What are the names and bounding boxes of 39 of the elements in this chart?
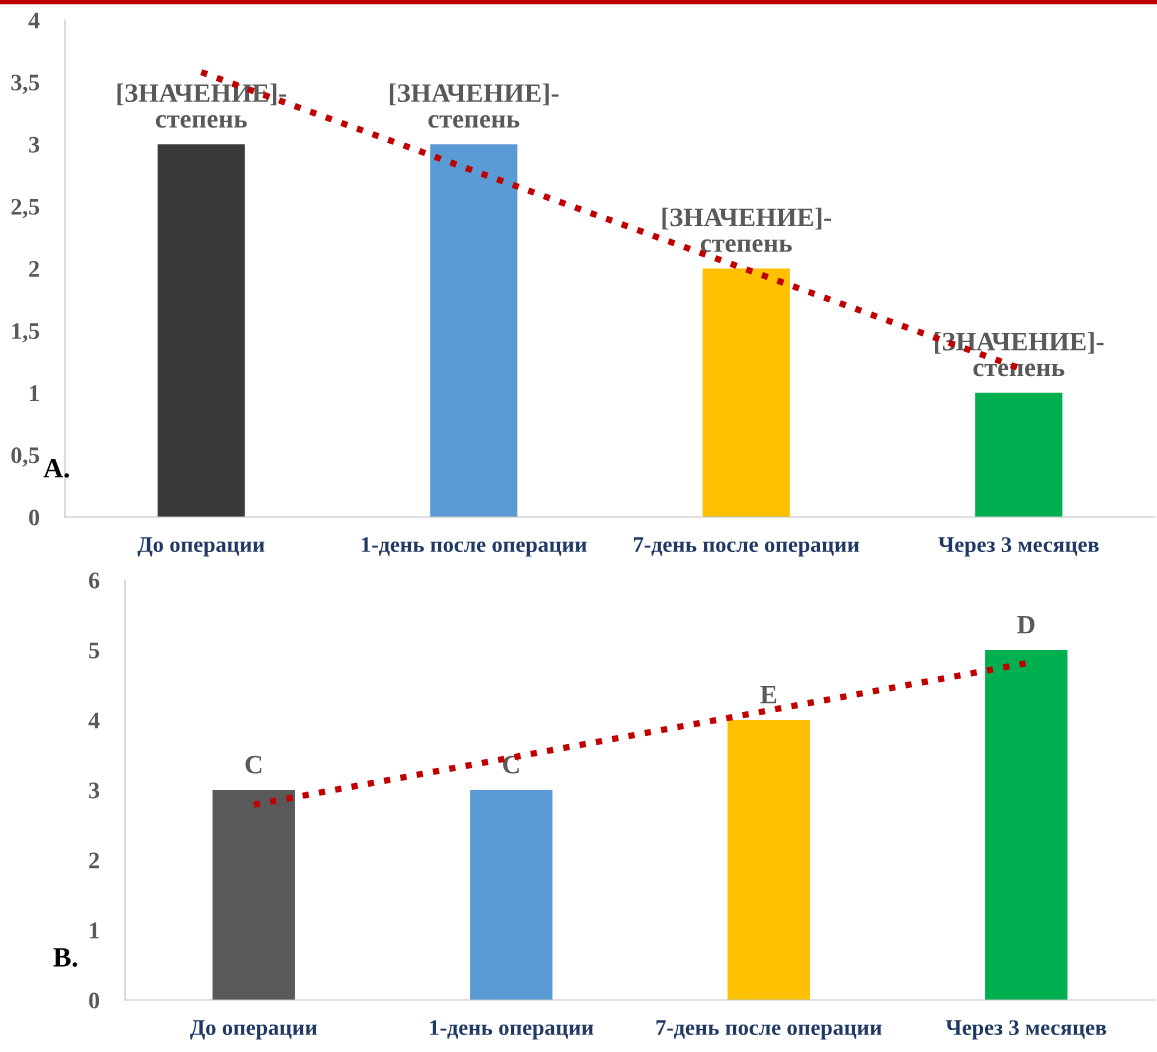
y-tick-label: 2 [89, 852, 99, 869]
bar [985, 650, 1068, 1000]
data-label: E [760, 685, 777, 704]
y-tick-label: 0 [89, 992, 100, 1009]
data-label: C [245, 755, 262, 774]
x-tick-label: 1-день после операции [362, 537, 587, 557]
y-tick-label: 3,5 [11, 74, 40, 94]
bar [470, 790, 553, 1000]
y-tick-label: 2 [29, 261, 39, 277]
y-tick-label: 1 [90, 922, 99, 939]
data-label: D [1017, 615, 1035, 634]
text: B. [53, 948, 78, 967]
x-tick-label: 7-день после операции [633, 537, 860, 557]
y-tick-label: 1 [30, 385, 39, 401]
y-tick-label: 0 [29, 509, 40, 526]
bar [430, 144, 518, 517]
y-tick-label: 0,5 [11, 447, 40, 467]
x-tick-label: Через 3 месяцев [938, 537, 1099, 557]
y-tick-label: 2,5 [11, 198, 40, 219]
x-tick-label: До операции [190, 1020, 317, 1040]
bar [727, 720, 810, 1000]
y-tick-label: 3 [89, 782, 100, 799]
bar [212, 790, 295, 1000]
y-tick-label: 4 [28, 12, 40, 29]
bar [157, 144, 245, 517]
y-tick-label: 1,5 [12, 323, 40, 343]
y-tick-label: 5 [89, 642, 100, 659]
x-tick-label: Через 3 месяцев [945, 1020, 1107, 1040]
x-tick-label: 1-день операции [430, 1020, 594, 1040]
y-tick-label: 3 [29, 136, 40, 153]
x-tick-label: 7-день после операции [656, 1020, 882, 1040]
bar [975, 392, 1063, 517]
y-tick-label: 6 [89, 572, 100, 589]
data-label: [ЗНАЧЕНИЕ]- степень [389, 83, 559, 128]
bar [702, 268, 790, 517]
data-label: [ЗНАЧЕНИЕ]- степень [662, 207, 832, 253]
y-tick-label: 4 [88, 712, 100, 729]
annotation: A. [43, 458, 69, 478]
x-tick-label: До операции [137, 537, 265, 557]
